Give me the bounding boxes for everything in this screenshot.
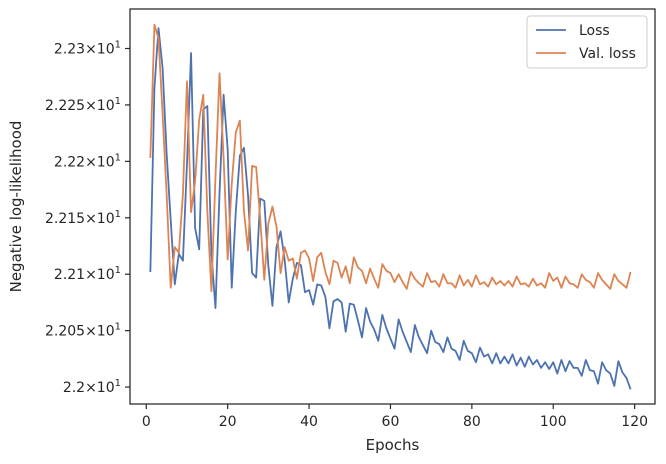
x-tick-label: 20 xyxy=(219,414,237,430)
x-axis: 0 20 40 60 80 100 120 xyxy=(142,404,648,430)
y-axis-label: Negative log-likelihood xyxy=(7,121,25,293)
plot-area-background xyxy=(130,9,655,404)
series-line-loss xyxy=(149,27,632,390)
x-tick-label: 100 xyxy=(540,414,567,430)
x-tick-label: 40 xyxy=(300,414,318,430)
y-tick-label: 2.21×101 xyxy=(54,265,121,283)
legend-label-val-loss: Val. loss xyxy=(579,46,636,62)
y-tick-label: 2.225×101 xyxy=(45,96,121,114)
x-tick-label: 60 xyxy=(382,414,400,430)
x-axis-label: Epochs xyxy=(366,436,420,454)
y-tick-label: 2.215×101 xyxy=(45,209,121,227)
plot-frame xyxy=(129,8,656,405)
x-tick-label: 0 xyxy=(142,414,151,430)
x-tick-label: 80 xyxy=(463,414,481,430)
y-tick-label: 2.2×101 xyxy=(63,378,121,396)
series-layer xyxy=(149,23,632,390)
y-tick-label: 2.22×101 xyxy=(54,152,121,170)
legend: Loss Val. loss xyxy=(526,15,648,69)
series-line-val-loss xyxy=(149,23,632,293)
y-tick-label: 2.205×101 xyxy=(45,322,121,340)
legend-box xyxy=(526,15,648,69)
y-axis: 2.2×101 2.205×101 2.21×101 2.215×101 2.22×10… xyxy=(45,40,130,396)
y-tick-label: 2.23×101 xyxy=(54,40,121,58)
x-tick-label: 120 xyxy=(621,414,648,430)
legend-label-loss: Loss xyxy=(579,23,610,39)
